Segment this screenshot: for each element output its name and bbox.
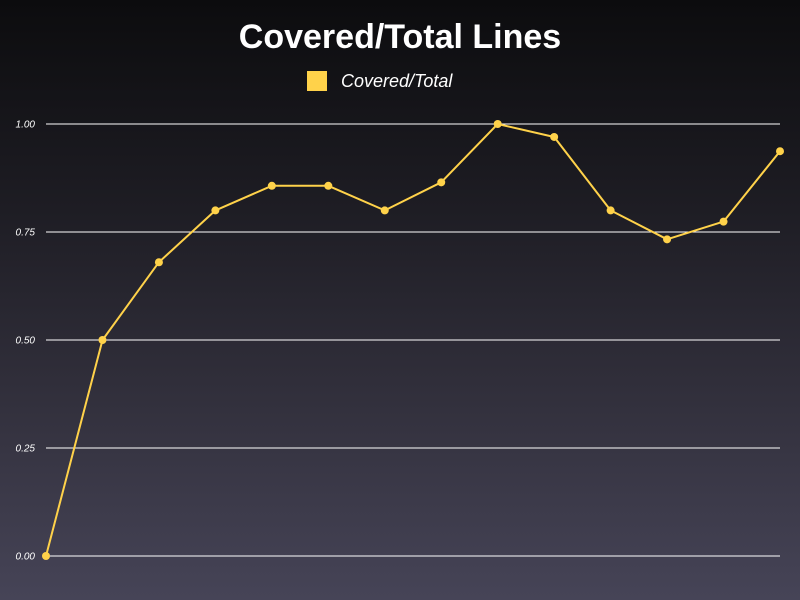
series-layer xyxy=(42,120,784,560)
legend: Covered/Total xyxy=(307,70,452,92)
data-point xyxy=(606,206,615,215)
data-point xyxy=(154,258,163,267)
chart-title: Covered/Total Lines xyxy=(238,18,562,56)
y-tick-label: 0.50 xyxy=(16,336,36,347)
grid-layer xyxy=(46,123,780,557)
data-point xyxy=(324,181,333,190)
data-point xyxy=(719,217,728,226)
data-point xyxy=(211,206,220,215)
legend-swatch xyxy=(307,71,327,91)
y-tick-label: 0.75 xyxy=(16,228,36,239)
data-point xyxy=(437,178,446,187)
y-tick-label: 0.00 xyxy=(16,552,36,563)
data-point xyxy=(42,552,50,560)
data-point xyxy=(493,120,502,128)
data-point xyxy=(267,181,276,190)
data-point xyxy=(663,235,672,244)
data-point xyxy=(550,132,559,141)
data-point xyxy=(380,206,389,215)
y-tick-label: 0.25 xyxy=(16,444,36,455)
data-point xyxy=(98,336,107,344)
tick-layer: 0.00 0.25 0.50 0.75 1.00 xyxy=(16,120,36,563)
y-tick-label: 1.00 xyxy=(16,120,36,131)
legend-label: Covered/Total xyxy=(341,70,453,91)
data-point xyxy=(776,147,784,156)
series-line xyxy=(45,123,781,557)
